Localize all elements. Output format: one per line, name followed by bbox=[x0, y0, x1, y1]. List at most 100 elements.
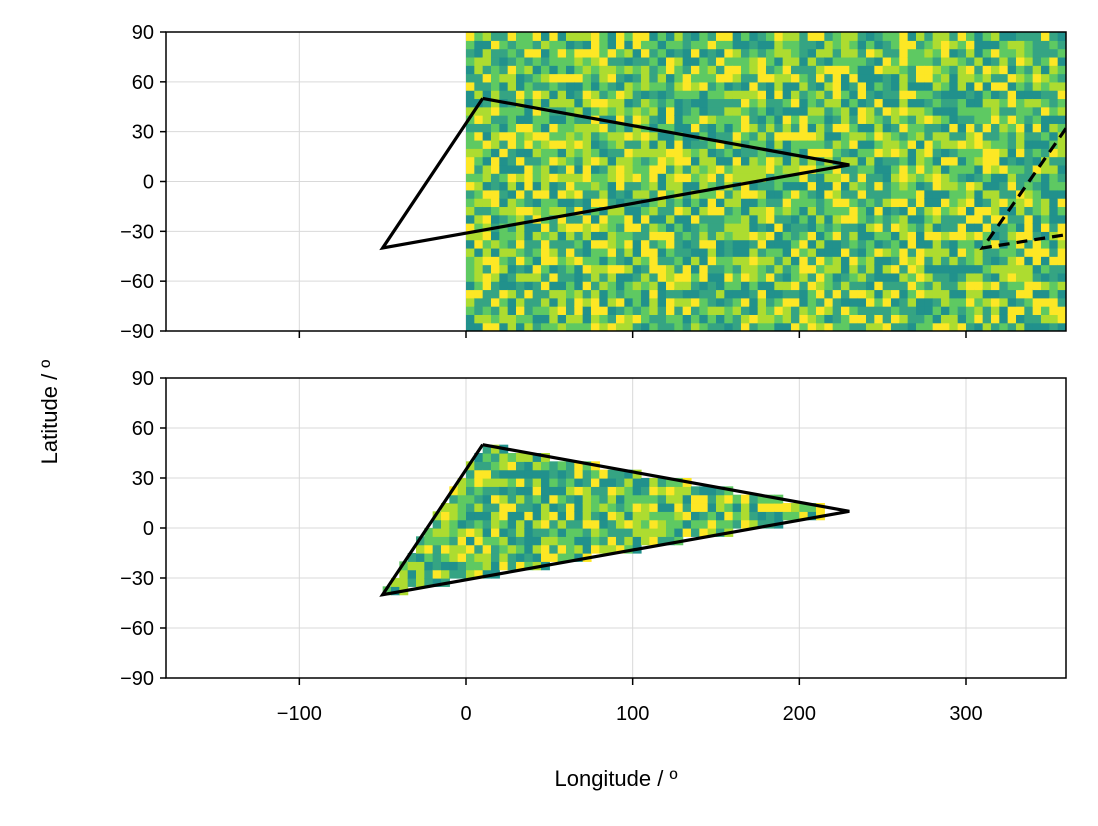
heatmap-cell bbox=[491, 198, 500, 208]
heatmap-cell bbox=[957, 48, 967, 58]
heatmap-cell bbox=[807, 123, 817, 133]
heatmap-cell bbox=[799, 206, 809, 216]
heatmap-cell bbox=[432, 528, 442, 537]
heatmap-cell bbox=[774, 511, 784, 521]
heatmap-cell bbox=[974, 65, 984, 75]
heatmap-cell bbox=[616, 90, 625, 100]
heatmap-cell bbox=[874, 48, 884, 58]
heatmap-cell bbox=[591, 503, 600, 512]
heatmap-cell bbox=[507, 461, 517, 471]
heatmap-cell bbox=[641, 314, 650, 324]
heatmap-cell bbox=[791, 314, 800, 324]
heatmap-cell bbox=[1007, 231, 1017, 241]
heatmap-cell bbox=[607, 528, 617, 537]
heatmap-cell bbox=[599, 131, 609, 141]
heatmap-cell bbox=[757, 98, 767, 108]
heatmap-cell bbox=[732, 198, 742, 208]
heatmap-cell bbox=[632, 247, 642, 257]
heatmap-cell bbox=[1007, 306, 1017, 315]
heatmap-cell bbox=[749, 322, 759, 331]
heatmap-cell bbox=[1032, 56, 1042, 66]
heatmap-cell bbox=[857, 189, 867, 199]
heatmap-cell bbox=[641, 106, 650, 116]
heatmap-cell bbox=[1057, 65, 1066, 75]
heatmap-cell bbox=[766, 90, 775, 100]
heatmap-cell bbox=[932, 90, 942, 100]
heatmap-cell bbox=[632, 148, 642, 158]
heatmap-cell bbox=[1016, 73, 1025, 83]
heatmap-cell bbox=[424, 561, 434, 571]
heatmap-cell bbox=[591, 306, 600, 315]
heatmap-cell bbox=[607, 536, 617, 546]
heatmap-cell bbox=[841, 32, 850, 41]
heatmap-cell bbox=[482, 528, 492, 537]
heatmap-cell bbox=[957, 90, 967, 100]
heatmap-cell bbox=[599, 164, 609, 174]
heatmap-cell bbox=[616, 536, 625, 546]
heatmap-cell bbox=[974, 214, 984, 224]
heatmap-cell bbox=[749, 90, 759, 100]
heatmap-cell bbox=[782, 73, 792, 83]
heatmap-cell bbox=[557, 231, 567, 241]
heatmap-cell bbox=[957, 73, 967, 83]
heatmap-cell bbox=[699, 281, 709, 291]
heatmap-cell bbox=[841, 48, 850, 58]
heatmap-cell bbox=[974, 272, 984, 282]
heatmap-cell bbox=[849, 40, 859, 50]
heatmap-cell bbox=[516, 223, 525, 232]
heatmap-cell bbox=[716, 173, 725, 183]
heatmap-cell bbox=[724, 40, 734, 50]
heatmap-cell bbox=[574, 247, 584, 257]
heatmap-cell bbox=[466, 281, 475, 291]
heatmap-cell bbox=[657, 181, 667, 191]
heatmap-cell bbox=[507, 156, 517, 166]
heatmap-cell bbox=[574, 65, 584, 75]
heatmap-cell bbox=[1007, 90, 1017, 100]
heatmap-cell bbox=[874, 281, 884, 291]
heatmap-cell bbox=[757, 48, 767, 58]
heatmap-cell bbox=[799, 81, 809, 91]
heatmap-cell bbox=[741, 139, 750, 149]
heatmap-cell bbox=[832, 48, 842, 58]
heatmap-cell bbox=[766, 123, 775, 133]
heatmap-cell bbox=[599, 536, 609, 546]
heatmap-cell bbox=[666, 314, 675, 324]
heatmap-cell bbox=[1007, 173, 1017, 183]
heatmap-cell bbox=[716, 486, 725, 496]
heatmap-cell bbox=[1024, 181, 1034, 191]
heatmap-cell bbox=[982, 264, 992, 274]
heatmap-cell bbox=[1024, 314, 1034, 324]
heatmap-cell bbox=[1049, 56, 1059, 66]
heatmap-cell bbox=[807, 65, 817, 75]
heatmap-cell bbox=[816, 173, 825, 183]
heatmap-cell bbox=[632, 98, 642, 108]
heatmap-cell bbox=[824, 322, 834, 331]
heatmap-cell bbox=[591, 511, 600, 521]
heatmap-cell bbox=[874, 73, 884, 83]
heatmap-cell bbox=[974, 90, 984, 100]
heatmap-cell bbox=[916, 189, 925, 199]
heatmap-cell bbox=[566, 553, 575, 562]
heatmap-cell bbox=[707, 511, 717, 521]
heatmap-cell bbox=[707, 156, 717, 166]
heatmap-cell bbox=[949, 256, 959, 266]
heatmap-cell bbox=[1024, 198, 1034, 208]
heatmap-cell bbox=[482, 65, 492, 75]
heatmap-cell bbox=[949, 32, 959, 41]
heatmap-cell bbox=[624, 48, 634, 58]
heatmap-cell bbox=[466, 181, 475, 191]
heatmap-cell bbox=[474, 528, 484, 537]
heatmap-cell bbox=[491, 289, 500, 299]
heatmap-cell bbox=[757, 90, 767, 100]
heatmap-cell bbox=[857, 322, 867, 331]
heatmap-cell bbox=[774, 264, 784, 274]
heatmap-cell bbox=[899, 148, 909, 158]
heatmap-cell bbox=[857, 231, 867, 241]
heatmap-cell bbox=[916, 297, 925, 307]
heatmap-cell bbox=[807, 239, 817, 249]
heatmap-cell bbox=[857, 123, 867, 133]
heatmap-cell bbox=[907, 231, 917, 241]
heatmap-cell bbox=[682, 306, 692, 315]
heatmap-cell bbox=[607, 272, 617, 282]
heatmap-cell bbox=[891, 90, 900, 100]
